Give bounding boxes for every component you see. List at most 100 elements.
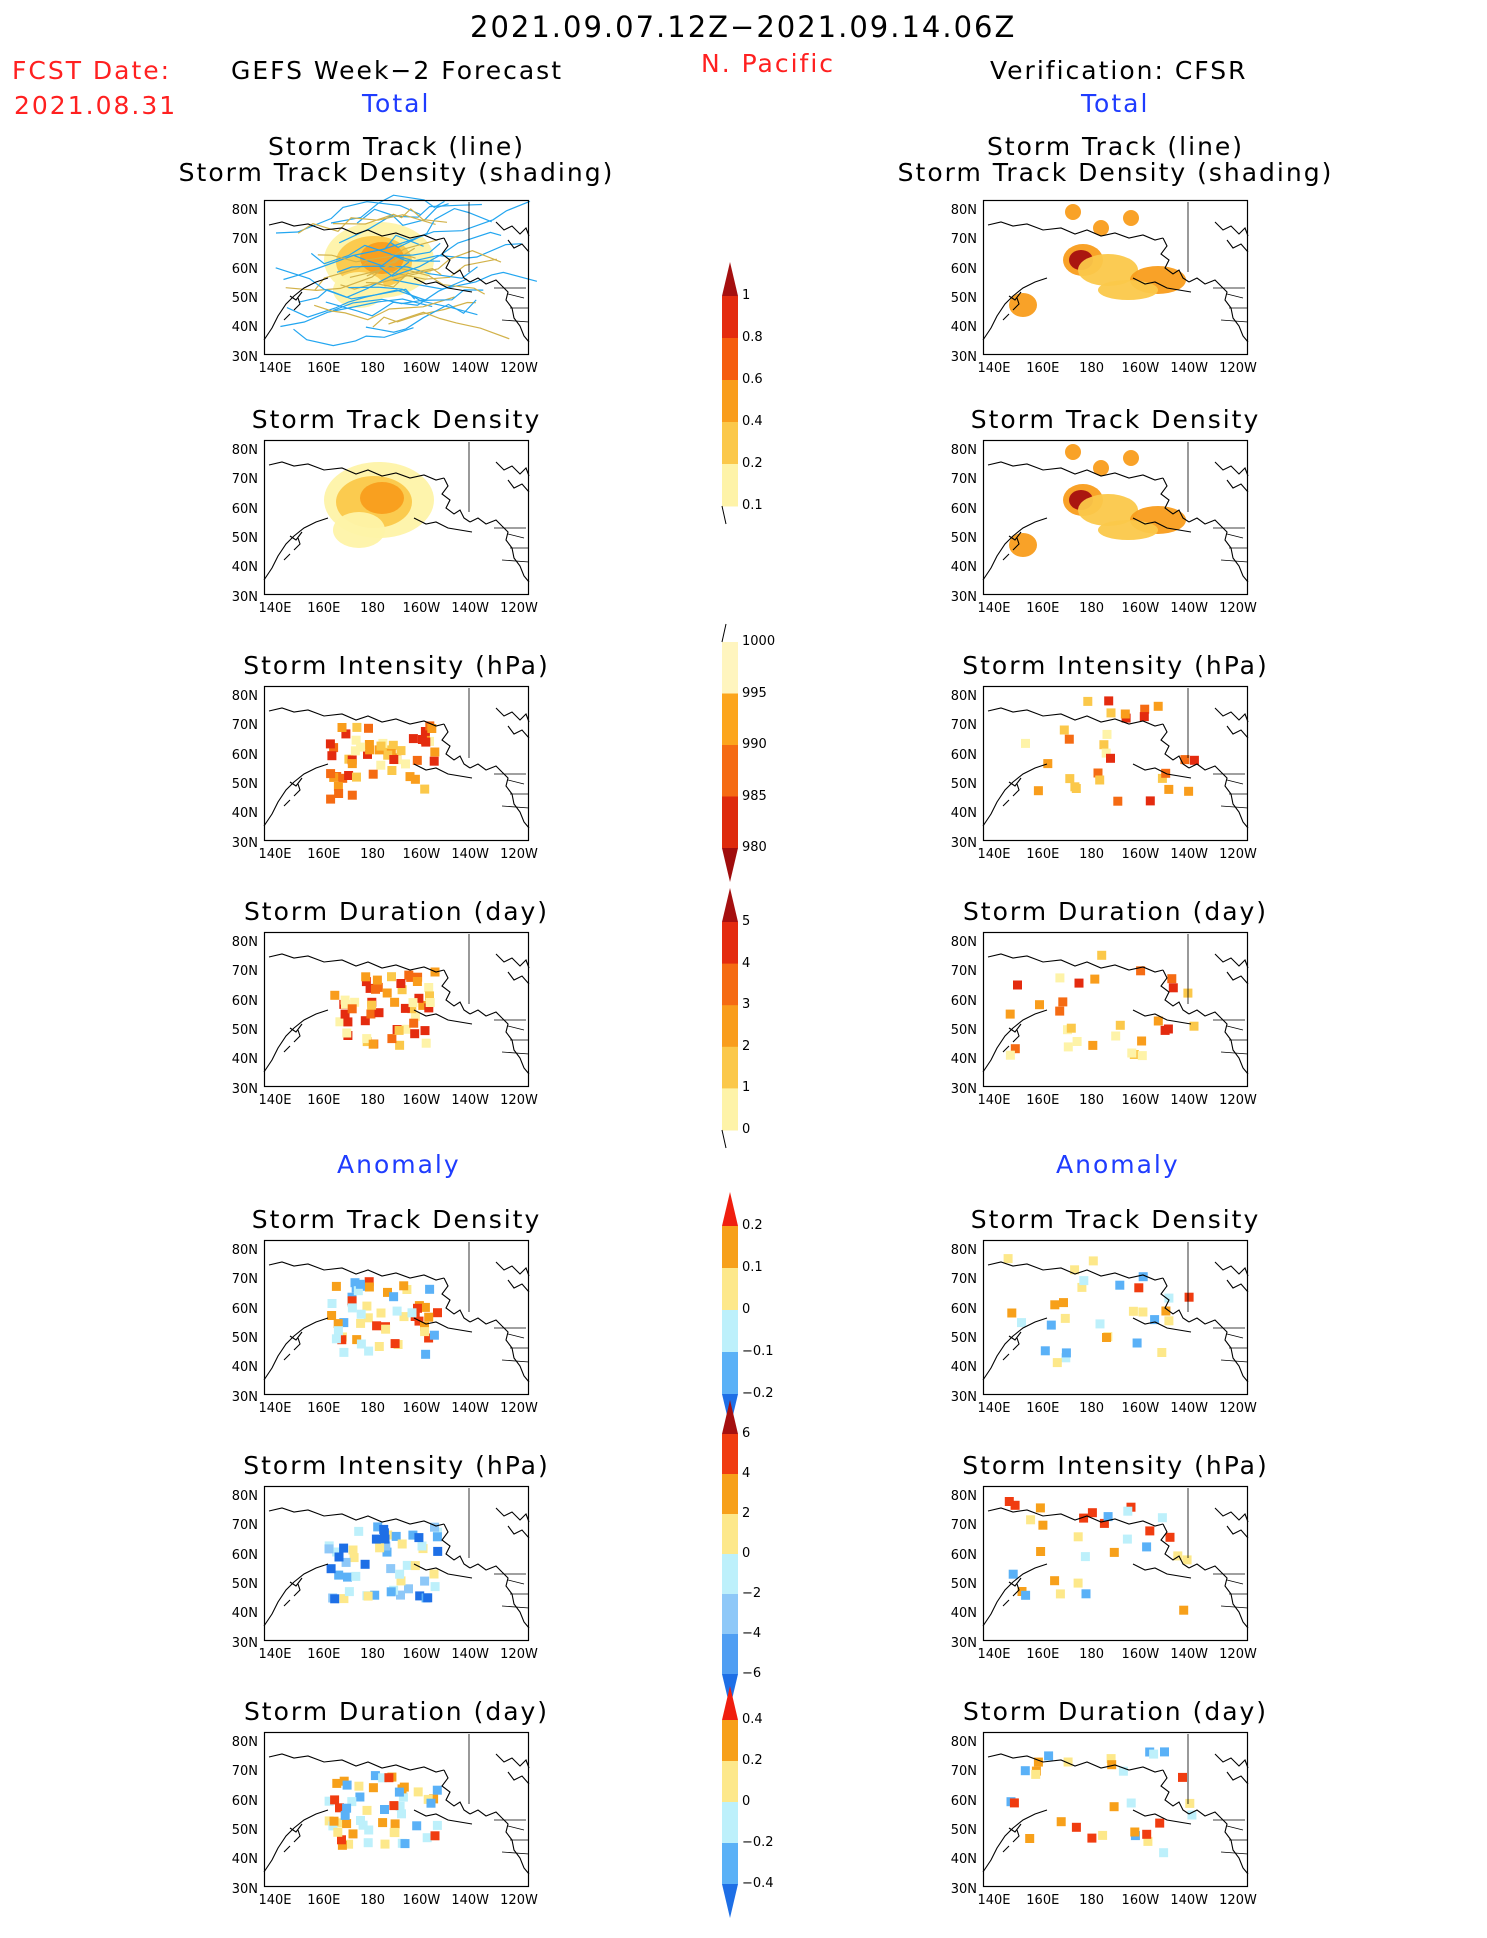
lat-tick-label: 50N xyxy=(950,1330,977,1346)
lon-tick-label: 140W xyxy=(1170,361,1209,376)
lon-tick-label: 160W xyxy=(402,1401,441,1416)
lat-tick-label: 80N xyxy=(231,443,258,458)
lat-tick-label: 50N xyxy=(231,290,258,306)
panel-title: Storm Duration (day) xyxy=(962,1697,1269,1726)
lon-tick-label: 140E xyxy=(258,847,292,862)
shading-layer xyxy=(327,1277,442,1359)
lat-tick-label: 30N xyxy=(231,835,258,851)
shading-layer xyxy=(324,1522,443,1604)
lat-tick-label: 80N xyxy=(950,1243,977,1258)
storm-track-lines xyxy=(275,194,538,347)
lon-tick-label: 160W xyxy=(402,1093,441,1108)
lat-tick-label: 40N xyxy=(231,560,258,576)
lat-tick-label: 60N xyxy=(950,261,977,277)
map-plot xyxy=(982,1731,1249,1888)
coastline xyxy=(263,1734,530,1875)
lat-tick-label: 80N xyxy=(231,203,258,218)
lon-tick-label: 120W xyxy=(500,1401,538,1416)
lon-tick-label: 140W xyxy=(451,601,490,616)
panel-title: Storm Duration (day) xyxy=(243,897,550,926)
lat-tick-label: 60N xyxy=(950,1301,977,1317)
lat-tick-label: 70N xyxy=(231,718,258,734)
lat-tick-label: 30N xyxy=(950,589,977,605)
lon-tick-label: 140W xyxy=(451,361,490,376)
lat-tick-label: 80N xyxy=(231,689,258,704)
lat-tick-label: 70N xyxy=(231,1272,258,1288)
lat-tick-label: 50N xyxy=(231,1822,258,1838)
lat-tick-label: 30N xyxy=(950,835,977,851)
coastline xyxy=(982,934,1249,1075)
lat-tick-label: 40N xyxy=(950,560,977,576)
lon-tick-label: 120W xyxy=(500,1893,538,1908)
lon-tick-label: 120W xyxy=(500,1093,538,1108)
map-plot xyxy=(263,1239,530,1396)
coastline xyxy=(982,1242,1249,1383)
lat-tick-label: 60N xyxy=(950,993,977,1009)
lon-tick-label: 180 xyxy=(360,361,386,376)
lon-tick-label: 180 xyxy=(360,1401,386,1416)
lon-tick-label: 140W xyxy=(1170,1401,1209,1416)
lon-tick-label: 140E xyxy=(977,361,1011,376)
colorbar-tick-label: 0.2 xyxy=(742,1218,763,1233)
lon-tick-label: 160E xyxy=(307,361,341,376)
panel-title: Storm Duration (day) xyxy=(962,897,1269,926)
lon-tick-label: 180 xyxy=(1079,361,1105,376)
shading-layer xyxy=(325,721,440,804)
shading-layer xyxy=(1009,204,1186,317)
lon-tick-label: 160E xyxy=(1026,361,1060,376)
colorbar-tick-label: 6 xyxy=(742,1426,751,1441)
colorbar-tick-label: 0.4 xyxy=(742,1712,763,1727)
lon-tick-label: 140E xyxy=(977,847,1011,862)
lon-tick-label: 160E xyxy=(1026,601,1060,616)
colorbar-tick-label: 985 xyxy=(742,788,767,804)
colorbar-tick-label: 0.2 xyxy=(742,1753,763,1768)
colorbar-tick-label: 0.2 xyxy=(742,456,763,471)
lon-tick-label: 140E xyxy=(258,1893,292,1908)
lon-tick-label: 120W xyxy=(1219,1401,1257,1416)
shading-layer xyxy=(1005,950,1199,1061)
lon-tick-label: 160W xyxy=(1121,1893,1160,1908)
lon-tick-label: 180 xyxy=(1079,601,1105,616)
lon-tick-label: 180 xyxy=(1079,1093,1105,1108)
lat-tick-label: 80N xyxy=(231,1489,258,1504)
lon-tick-label: 160E xyxy=(1026,847,1060,862)
lon-tick-label: 140W xyxy=(1170,1647,1209,1662)
lon-tick-label: 160W xyxy=(402,361,441,376)
lat-tick-label: 60N xyxy=(231,993,258,1009)
colorbar-tick-label: 0 xyxy=(742,1546,751,1561)
colorbar-tick-label: −2 xyxy=(742,1586,762,1601)
lat-tick-label: 70N xyxy=(950,964,977,980)
lon-tick-label: 140E xyxy=(977,1093,1011,1108)
lat-tick-label: 60N xyxy=(231,1301,258,1317)
colorbar-tick-label: −4 xyxy=(742,1626,762,1641)
lon-tick-label: 160W xyxy=(402,847,441,862)
lon-tick-label: 120W xyxy=(1219,361,1257,376)
coastline xyxy=(982,1488,1249,1629)
lon-tick-label: 140E xyxy=(977,1893,1011,1908)
lon-tick-label: 120W xyxy=(500,361,538,376)
lon-tick-label: 140W xyxy=(451,1093,490,1108)
panel-title: Storm Duration (day) xyxy=(243,1697,550,1726)
lat-tick-label: 60N xyxy=(231,747,258,763)
lat-tick-label: 30N xyxy=(231,589,258,605)
map-plot xyxy=(982,439,1249,596)
lon-tick-label: 120W xyxy=(500,601,538,616)
lat-tick-label: 80N xyxy=(950,1489,977,1504)
lat-tick-label: 60N xyxy=(950,747,977,763)
colorbar-tick-label: 1000 xyxy=(742,634,776,649)
colorbar-tick-label: 0.1 xyxy=(742,1260,763,1275)
lat-tick-label: 70N xyxy=(950,1272,977,1288)
lon-tick-label: 140E xyxy=(258,1401,292,1416)
lon-tick-label: 120W xyxy=(1219,1647,1257,1662)
lon-tick-label: 160W xyxy=(402,601,441,616)
coastline xyxy=(263,202,530,343)
panel-title: Storm Track Density xyxy=(970,405,1261,434)
map-plot xyxy=(263,439,530,596)
colorbar-tick-label: 0.4 xyxy=(742,414,763,429)
coastline xyxy=(263,1488,530,1629)
lat-tick-label: 80N xyxy=(231,1243,258,1258)
colorbar-tick-label: 2 xyxy=(742,1506,751,1521)
colorbar-tick-label: 990 xyxy=(742,737,767,752)
colorbar-tick-label: 1 xyxy=(742,1080,751,1096)
lat-tick-label: 80N xyxy=(950,1735,977,1750)
